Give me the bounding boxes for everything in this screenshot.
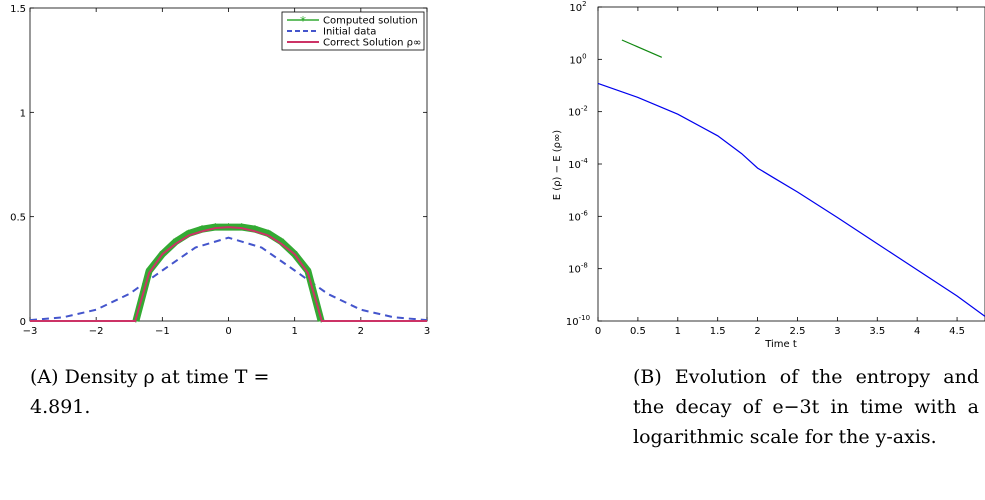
- plot-a-density: −3 −2 −1 0 1 2 300.511.5***** * * * * * ****** Comput…: [10, 4, 430, 337]
- plot-a-ytick-label: 0.5: [10, 213, 26, 224]
- plot-b-xtick-label: 4: [914, 326, 920, 337]
- plot-b-reference-decay-line: [621, 39, 663, 58]
- plot-b-ytick-exponent: 2: [582, 0, 586, 8]
- plot-b-ytick-exponent: -2: [581, 105, 588, 113]
- legend-label: Computed solution: [323, 16, 418, 27]
- plot-a-computed-marker: *: [199, 223, 205, 237]
- plot-b-xtick-label: 2: [754, 326, 760, 337]
- plot-a-correct-solution-line: [30, 226, 427, 322]
- plot-a-xtick-label: 3: [424, 326, 430, 337]
- caption-b: (B) Evolution of the entropy and the dec…: [633, 362, 979, 452]
- plot-b-ytick-exponent: -8: [581, 262, 588, 270]
- plot-a-xtick-label: −2: [89, 326, 104, 337]
- plot-a-xtick-label: −3: [23, 326, 38, 337]
- plot-a-initial-data-line: [29, 236, 428, 322]
- plot-b-xtick-label: 1.5: [710, 326, 726, 337]
- plot-b-xtick-label: 1: [675, 326, 681, 337]
- plot-b-xtick-label: 0.5: [630, 326, 646, 337]
- plot-b-ytick-exponent: -4: [581, 157, 589, 165]
- plot-b-ytick-label: 10-10: [566, 314, 590, 328]
- plot-b-xtick-label: 3.5: [869, 326, 885, 337]
- plot-b-xtick-label: 3: [834, 326, 840, 337]
- caption-a-text: Density ρ at time T = 4.891.: [30, 366, 270, 418]
- plot-b-ytick-exponent: 0: [582, 52, 586, 60]
- plot-a-ytick-label: 1.5: [10, 4, 26, 15]
- plot-b-entropy: 0 0.5 1 1.5 2 2.5 3 3.5 4 4.5 102 100 10-2 10-4 10-6 10…: [552, 0, 985, 350]
- caption-a: (A) Density ρ at time T = 4.891.: [30, 362, 330, 422]
- plot-a-xtick-label: 0: [225, 326, 231, 337]
- plot-b-ytick-exponent: -10: [579, 314, 590, 322]
- plot-b-ytick-label: 10-6: [568, 209, 588, 223]
- plot-b-xtick-label: 4.5: [949, 326, 965, 337]
- plot-a-xtick-label: −1: [155, 326, 170, 337]
- legend-star-marker: *: [300, 14, 306, 28]
- plot-a-computed-marker: *: [252, 223, 258, 237]
- legend-label: Initial data: [323, 27, 376, 38]
- plot-b-ylabel: E (ρ) − E (ρ∞): [552, 130, 563, 200]
- plot-b-ytick-label: 10-2: [568, 105, 588, 119]
- plot-b-entropy-line: [597, 82, 985, 317]
- legend-label: Correct Solution ρ∞: [323, 38, 421, 49]
- plot-b-xtick-label: 0: [595, 326, 601, 337]
- plot-b-ytick-exponent: -6: [581, 209, 589, 217]
- plot-b-ytick-label: 100: [569, 52, 586, 66]
- plot-a-ytick-label: 0: [20, 317, 26, 328]
- plot-b-xlabel: Time t: [764, 339, 797, 350]
- caption-b-text: Evolution of the entropy and the decay o…: [633, 366, 979, 448]
- caption-b-label: (B): [633, 366, 662, 388]
- plot-a-ytick-label: 1: [20, 108, 26, 119]
- plot-a-frame: [29, 7, 428, 322]
- plot-b-ytick-label: 10-4: [568, 157, 588, 171]
- plot-b-xtick-label: 2.5: [790, 326, 806, 337]
- caption-a-label: (A): [30, 366, 59, 388]
- plot-b-frame: [597, 6, 985, 322]
- plot-a-xtick-label: 2: [358, 326, 364, 337]
- plot-b-ytick-label: 10-8: [568, 262, 588, 276]
- plot-b-ytick-label: 102: [569, 0, 586, 14]
- plot-a-xtick-label: 1: [291, 326, 297, 337]
